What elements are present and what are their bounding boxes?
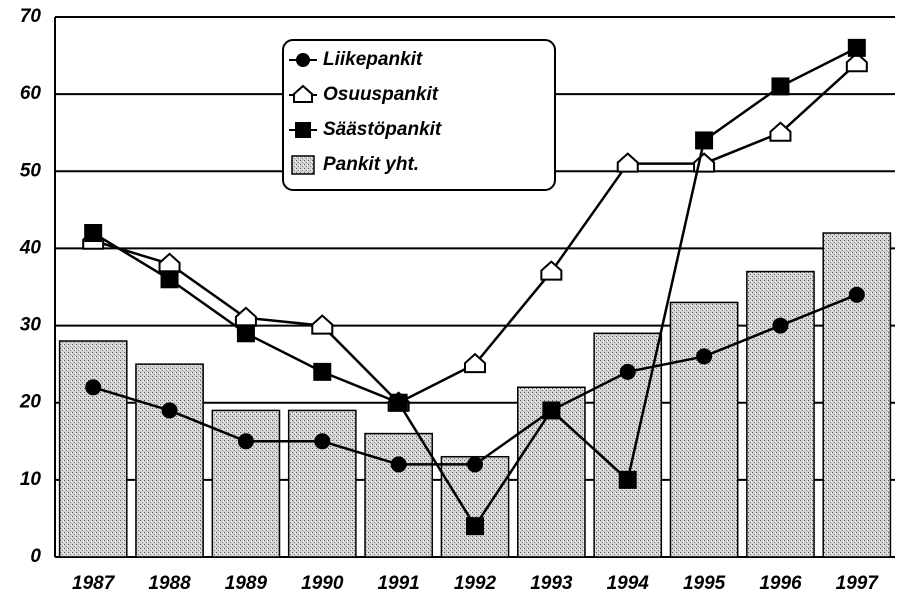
y-tick-label: 60 xyxy=(20,83,42,104)
marker xyxy=(696,348,713,365)
marker xyxy=(847,38,866,57)
marker xyxy=(390,456,407,473)
marker xyxy=(616,152,639,173)
line xyxy=(92,293,858,466)
legend-marker xyxy=(296,53,310,67)
bar xyxy=(58,340,128,558)
marker xyxy=(160,270,179,289)
bar xyxy=(135,363,204,558)
marker xyxy=(772,317,789,334)
bar xyxy=(746,270,815,558)
marker xyxy=(619,363,636,380)
marker xyxy=(464,352,486,374)
marker xyxy=(540,260,563,281)
marker xyxy=(158,252,181,273)
bar xyxy=(440,455,510,558)
marker xyxy=(771,77,790,96)
y-tick-label: 0 xyxy=(30,546,41,567)
y-tick-label: 10 xyxy=(20,469,42,490)
marker xyxy=(845,51,868,73)
y-tick-label: 50 xyxy=(20,160,42,181)
marker xyxy=(313,362,332,381)
marker xyxy=(84,224,103,242)
legend: Liikepankit Osuuspankit Säästöpankit Pankit… xyxy=(282,39,556,191)
legend-marker xyxy=(295,122,311,138)
legend-label: Pankit yht. xyxy=(323,154,419,175)
bar xyxy=(287,409,357,558)
legend-marker xyxy=(293,84,313,103)
marker xyxy=(237,433,254,450)
marker xyxy=(769,121,792,142)
x-tick-label: 1997 xyxy=(836,573,880,594)
marker xyxy=(466,517,484,536)
y-tick-label: 40 xyxy=(19,237,42,258)
x-tick-label: 1994 xyxy=(607,573,650,594)
bar xyxy=(364,432,433,558)
y-tick-label: 20 xyxy=(19,392,42,413)
x-tick-label: 1996 xyxy=(759,573,802,594)
marker xyxy=(542,401,561,420)
legend-label: Osuuspankit xyxy=(323,84,439,105)
marker xyxy=(695,131,714,150)
marker xyxy=(314,433,331,450)
x-tick-label: 1992 xyxy=(454,573,497,594)
x-tick-label: 1991 xyxy=(377,573,419,594)
bar xyxy=(669,301,739,558)
marker xyxy=(389,393,408,412)
marker xyxy=(234,306,257,327)
bar xyxy=(822,232,892,558)
x-tick-label: 1987 xyxy=(72,573,116,594)
y-tick-label: 30 xyxy=(20,315,42,336)
marker xyxy=(161,402,178,419)
legend-label: Säästöpankit xyxy=(323,119,442,140)
legend-box xyxy=(282,39,556,191)
x-tick-label: 1988 xyxy=(148,573,191,594)
marker xyxy=(85,379,102,396)
x-tick-label: 1993 xyxy=(530,573,573,594)
legend-swatch xyxy=(291,155,315,175)
x-tick-label: 1995 xyxy=(683,573,726,594)
y-tick-label: 70 xyxy=(20,6,42,27)
bars xyxy=(58,232,892,558)
marker xyxy=(467,456,483,473)
x-tick-label: 1989 xyxy=(225,573,268,594)
marker xyxy=(618,470,637,489)
marker xyxy=(848,286,865,303)
lines xyxy=(82,38,868,536)
legend-label: Liikepankit xyxy=(323,49,423,70)
marker xyxy=(311,314,334,335)
x-tick-label: 1990 xyxy=(301,573,344,594)
marker xyxy=(236,324,255,343)
labels: 0 10 20 30 40 50 60 70 1987 1988 1989 1990 1991 1992 1… xyxy=(19,6,880,594)
